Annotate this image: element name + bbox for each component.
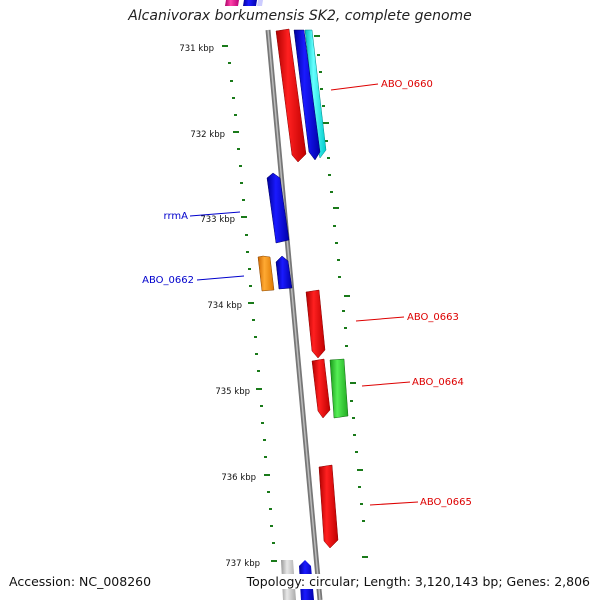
gene-rrma[interactable] [266, 172, 290, 244]
outer-tick-dots [314, 35, 368, 558]
gene-abo-0664[interactable] [311, 358, 331, 419]
gene-green[interactable] [329, 358, 349, 419]
top-gene-fragments [225, 0, 263, 6]
gene-abo-0663[interactable] [305, 289, 326, 359]
gene-blue-pair[interactable] [293, 29, 321, 161]
tick-label-736: 736 kbp [221, 473, 256, 483]
topology-value: Topology: circular; Length: 3,120,143 bp… [246, 574, 590, 589]
label-abo-0660[interactable]: ABO_0660 [381, 79, 433, 90]
tick-label-735: 735 kbp [215, 387, 250, 397]
gene-abo-0665[interactable] [318, 464, 339, 549]
map-title: Alcanivorax borkumensis SK2, complete ge… [128, 8, 472, 24]
gene-abo-0662[interactable] [257, 255, 275, 292]
label-abo-0665[interactable]: ABO_0665 [420, 497, 472, 508]
inner-tick-dots [222, 45, 277, 562]
label-abo-0663[interactable]: ABO_0663 [407, 312, 459, 323]
gene-blue-small[interactable] [275, 255, 293, 290]
gene-abo-0660-red[interactable] [275, 28, 307, 163]
tick-label-731: 731 kbp [179, 44, 214, 54]
tick-label-737: 737 kbp [225, 559, 260, 569]
topology-text: Topology: circular; Length: 3,120,143 bp… [246, 574, 590, 589]
label-abo-0662[interactable]: ABO_0662 [142, 275, 194, 286]
tick-label-734: 734 kbp [207, 301, 242, 311]
accession-text: Accession: NC_008260 [9, 574, 152, 589]
tick-label-732: 732 kbp [190, 130, 225, 140]
label-rrma[interactable]: rrmA [164, 211, 189, 222]
tick-label-733: 733 kbp [200, 215, 235, 225]
label-abo-0664[interactable]: ABO_0664 [412, 377, 464, 388]
